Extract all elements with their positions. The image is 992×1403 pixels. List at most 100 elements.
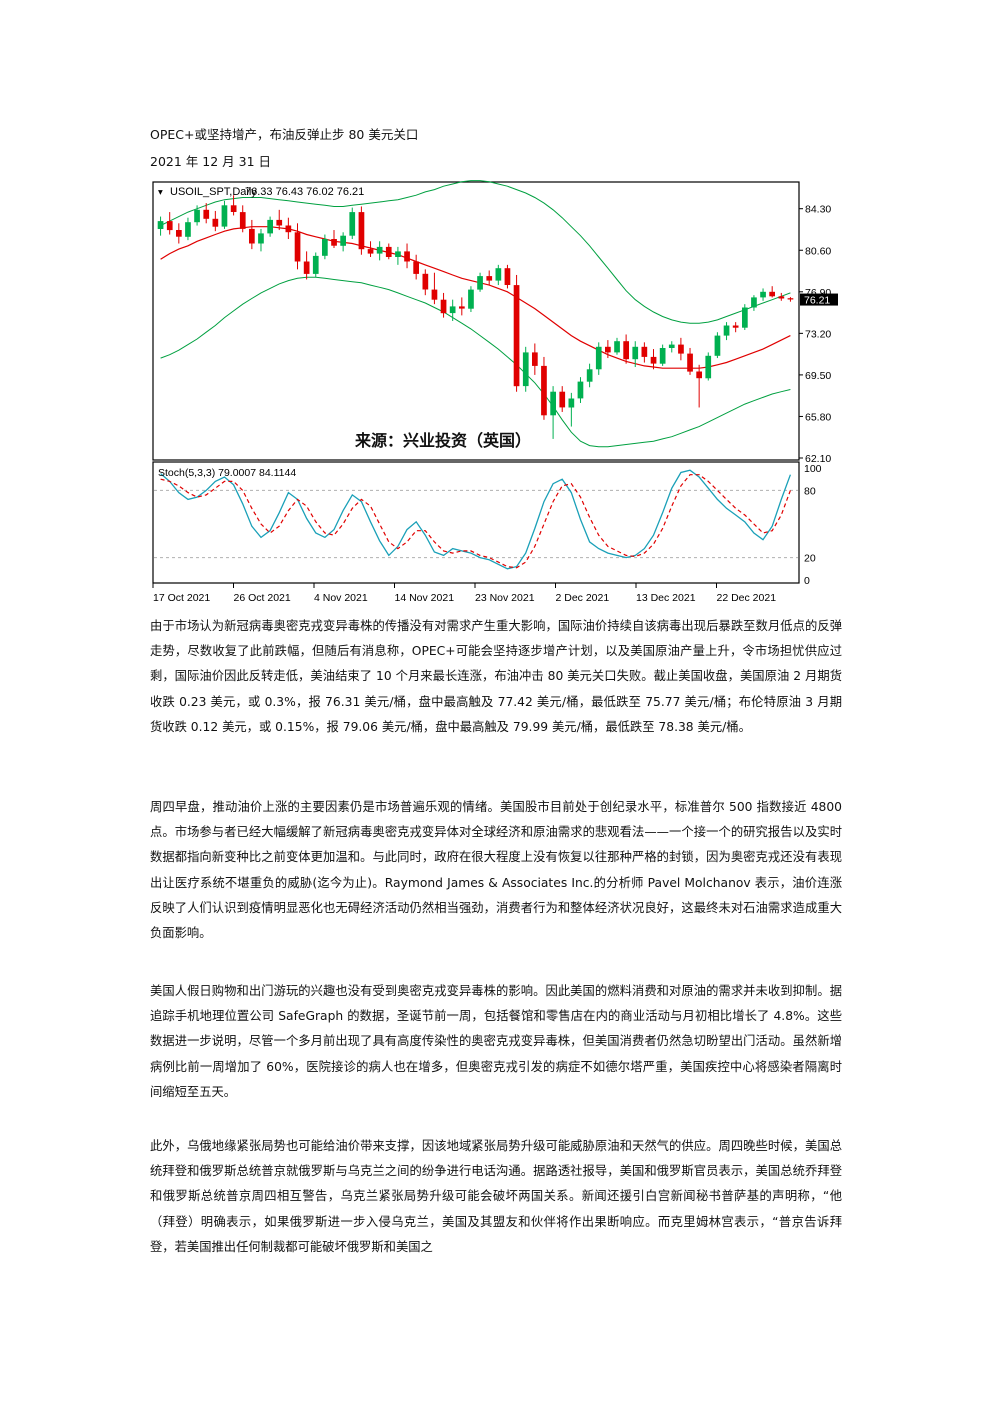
x-tick-label: 23 Nov 2021 [475, 592, 535, 604]
candle-body [732, 325, 739, 328]
candle [742, 304, 748, 330]
x-tick-label: 2 Dec 2021 [556, 592, 610, 604]
candle-body [212, 218, 219, 227]
candle [513, 274, 520, 392]
candle [157, 216, 164, 236]
candle [276, 209, 283, 231]
candle [166, 212, 173, 235]
paragraph-4: 此外，乌俄地缘紧张局势也可能给油价带来支撑，因该地域紧张局势升级可能威胁原油和天… [150, 1139, 842, 1254]
candle [696, 364, 702, 408]
candle [586, 363, 593, 388]
candle-body [659, 348, 666, 364]
candle-body [239, 212, 246, 229]
candle [650, 349, 657, 370]
candle-body [559, 391, 566, 408]
candle-body [495, 268, 502, 281]
candle-body [440, 299, 447, 314]
candle [641, 342, 648, 363]
candle-body [742, 307, 748, 328]
candle [787, 297, 794, 302]
candle [376, 241, 383, 261]
candle [778, 292, 785, 301]
candle [532, 343, 538, 375]
candle-body [678, 344, 684, 354]
candle [687, 347, 693, 375]
candle [422, 269, 429, 296]
candle [577, 377, 584, 403]
candle-body [395, 251, 401, 257]
y-tick-label: 65.80 [805, 411, 831, 423]
candle [678, 337, 684, 361]
candle [212, 210, 219, 232]
candle-body [513, 285, 520, 387]
candle [714, 332, 721, 359]
x-tick-label: 22 Dec 2021 [717, 592, 777, 604]
candle [358, 206, 365, 255]
candle-body [769, 291, 775, 297]
candle [595, 342, 602, 375]
candle [477, 272, 483, 292]
candle [769, 286, 775, 298]
candle-body [276, 219, 283, 226]
candle [367, 241, 374, 257]
candle [413, 254, 419, 280]
y-tick-label: 73.20 [805, 328, 831, 340]
candle-body [541, 365, 547, 416]
candle [340, 232, 346, 252]
candle [459, 297, 465, 316]
candle-body [595, 346, 602, 370]
stoch-level-label: 80 [804, 485, 816, 497]
candle-body [340, 235, 346, 246]
bollinger-bands [160, 180, 791, 448]
candle-body [367, 249, 374, 254]
candle-body [668, 344, 675, 348]
band-upper-line [160, 180, 791, 324]
x-tick-label: 14 Nov 2021 [395, 592, 455, 604]
candle [449, 299, 456, 321]
candle [385, 243, 392, 260]
candle [723, 322, 730, 341]
article-title: OPEC+或坚持增产，布油反弹止步 80 美元关口 [150, 127, 419, 142]
current-price-tag: 76.21 [800, 293, 838, 307]
candle [267, 216, 273, 237]
candle [623, 334, 629, 364]
stoch-level-label: 20 [804, 553, 816, 565]
candle [632, 341, 639, 368]
stoch-panel [152, 461, 800, 584]
candle-body [486, 276, 493, 281]
candle-body [605, 346, 611, 353]
candle-body [194, 209, 200, 223]
candle-body [422, 273, 429, 290]
chart-dropdown-icon[interactable]: ▾ [158, 187, 163, 198]
candle [732, 322, 739, 333]
stoch-level-label: 100 [804, 463, 822, 475]
candle [294, 223, 301, 270]
candle [559, 386, 566, 412]
candle-body [249, 228, 255, 244]
candle [495, 264, 502, 286]
candle-body [623, 341, 629, 360]
candle-body [632, 346, 639, 360]
candle-body [778, 296, 785, 299]
x-tick-label: 4 Nov 2021 [314, 592, 368, 604]
candle [404, 243, 410, 269]
candle [568, 392, 575, 427]
candle-body [376, 246, 383, 254]
chart-watermark: 来源：兴业投资（英国） [354, 431, 531, 450]
candle [504, 264, 511, 289]
candle [203, 203, 210, 224]
candle [176, 223, 182, 244]
stochastic-lines [154, 469, 798, 570]
candle [312, 252, 319, 278]
candle [486, 270, 493, 286]
candle-body [404, 251, 410, 262]
candle-body [459, 306, 465, 309]
candle-body [705, 355, 712, 379]
candle [395, 246, 401, 265]
candle [760, 288, 766, 301]
y-tick-label: 84.30 [805, 204, 831, 216]
candle-body [550, 391, 556, 416]
candle-body [294, 232, 301, 262]
candle-body [468, 289, 474, 309]
candle [221, 200, 228, 229]
